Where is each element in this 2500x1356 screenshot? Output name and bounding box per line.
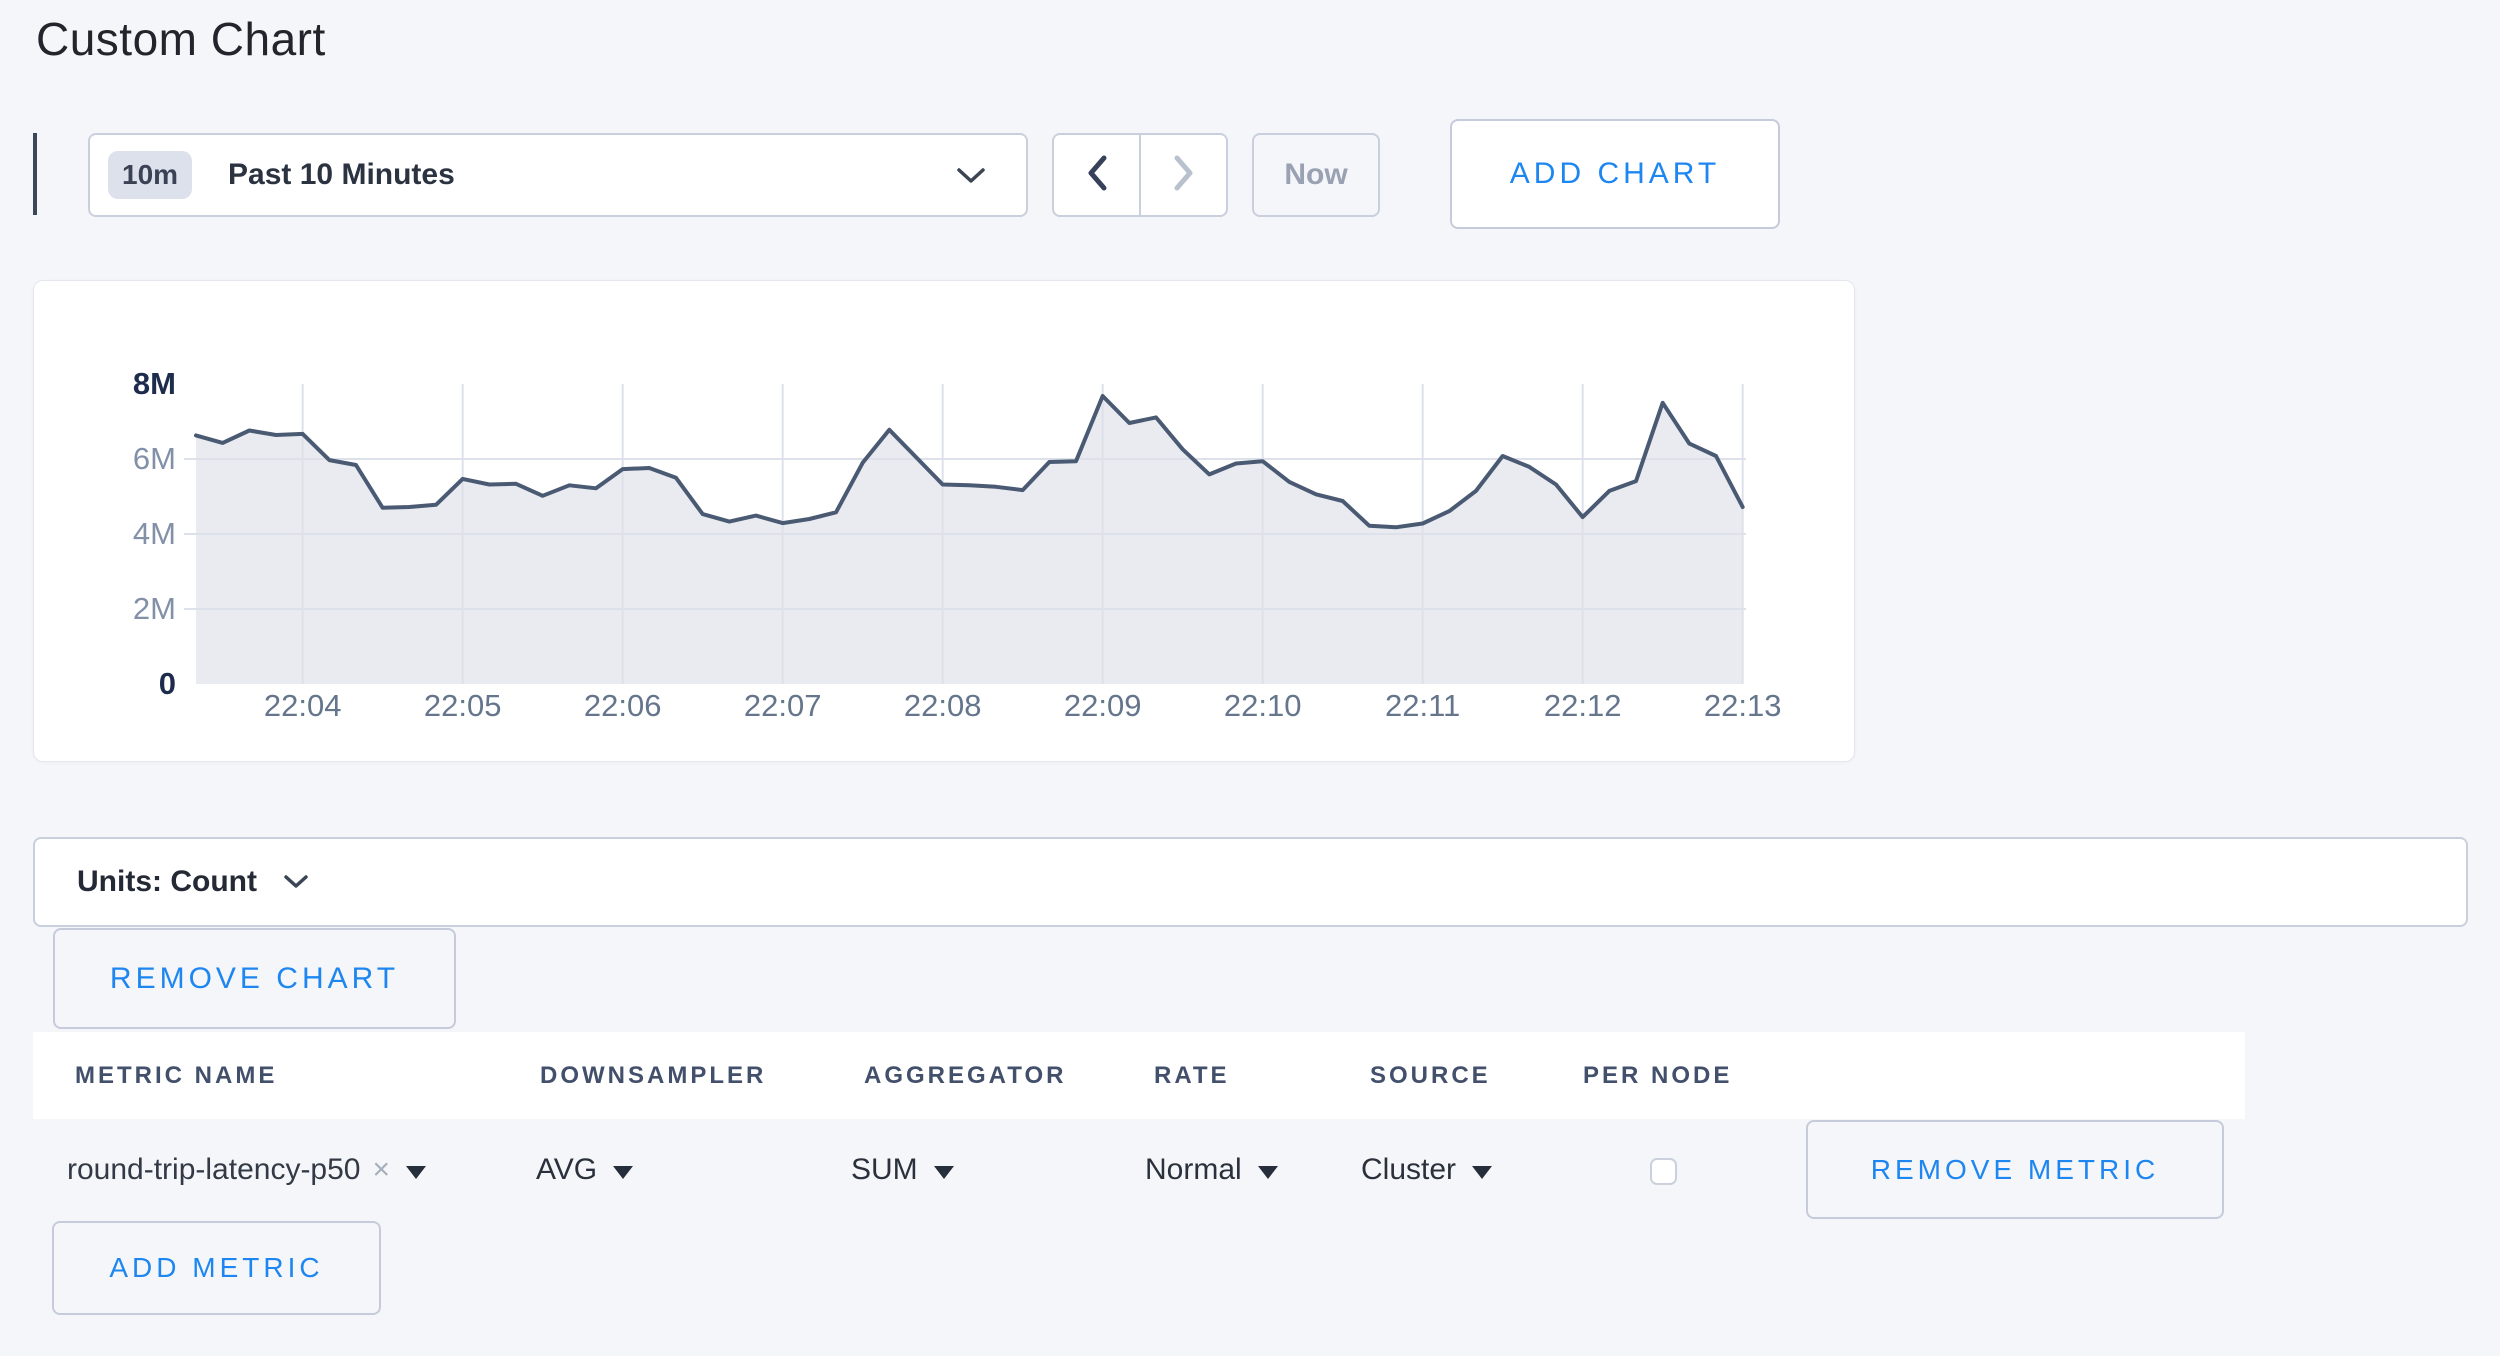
rate-select[interactable]: Normal [1145, 1153, 1278, 1187]
svg-text:2M: 2M [133, 591, 176, 626]
add-chart-button[interactable]: ADD CHART [1450, 119, 1780, 229]
caret-down-icon [1472, 1165, 1493, 1179]
downsampler-select[interactable]: AVG [536, 1153, 634, 1187]
chevron-left-icon [1085, 154, 1109, 197]
time-nav-group [1052, 133, 1228, 217]
time-range-dropdown[interactable]: 10m Past 10 Minutes [88, 133, 1028, 217]
col-aggregator: AGGREGATOR [864, 1061, 1067, 1089]
col-downsampler: DOWNSAMPLER [540, 1061, 767, 1089]
col-rate: RATE [1154, 1061, 1230, 1089]
add-metric-button[interactable]: ADD METRIC [52, 1221, 381, 1315]
metrics-table-header: METRIC NAME DOWNSAMPLER AGGREGATOR RATE … [33, 1032, 2245, 1119]
chart-line [194, 394, 1745, 530]
chevron-down-icon [283, 874, 309, 895]
remove-metric-button[interactable]: REMOVE METRIC [1806, 1120, 2224, 1219]
col-metric-name: METRIC NAME [75, 1061, 278, 1089]
svg-text:8M: 8M [133, 366, 176, 401]
caret-down-icon [613, 1165, 634, 1179]
downsampler-value: AVG [536, 1153, 598, 1186]
next-time-button[interactable] [1139, 135, 1226, 215]
remove-tag-icon[interactable]: × [372, 1153, 391, 1186]
source-select[interactable]: Cluster [1361, 1153, 1493, 1187]
per-node-checkbox[interactable] [1650, 1158, 1677, 1185]
caret-down-icon [933, 1165, 954, 1179]
units-dropdown[interactable]: Units: Count [33, 837, 2468, 927]
svg-text:22:06: 22:06 [584, 688, 662, 723]
svg-text:22:10: 22:10 [1224, 688, 1302, 723]
page-title: Custom Chart [36, 13, 326, 65]
prev-time-button[interactable] [1054, 135, 1139, 215]
metric-name-value: round-trip-latency-p50 [67, 1153, 361, 1186]
caret-down-icon [1257, 1165, 1278, 1179]
svg-text:22:07: 22:07 [744, 688, 822, 723]
time-range-badge: 10m [108, 151, 193, 199]
svg-text:22:04: 22:04 [264, 688, 342, 723]
svg-text:22:11: 22:11 [1385, 688, 1460, 723]
col-source: SOURCE [1370, 1061, 1491, 1089]
source-value: Cluster [1361, 1153, 1457, 1186]
now-button[interactable]: Now [1252, 133, 1380, 217]
svg-text:0: 0 [159, 666, 176, 701]
svg-text:22:05: 22:05 [424, 688, 502, 723]
timeseries-chart[interactable]: 0 2M 4M 6M 8M 22:04 22:05 22:06 22:07 22:08 22:09 2… [34, 281, 1854, 761]
remove-chart-button[interactable]: REMOVE CHART [53, 928, 456, 1029]
col-per-node: PER NODE [1583, 1061, 1733, 1089]
chevron-down-icon [956, 167, 986, 190]
rate-value: Normal [1145, 1153, 1242, 1186]
svg-text:22:09: 22:09 [1064, 688, 1142, 723]
chart-area-fill [196, 396, 1743, 684]
metric-name-select[interactable]: round-trip-latency-p50 × [67, 1153, 427, 1187]
svg-text:4M: 4M [133, 516, 176, 551]
time-range-label: Past 10 Minutes [228, 158, 455, 191]
caret-down-icon [406, 1165, 427, 1179]
accent-divider [33, 133, 37, 215]
chart-card: 0 2M 4M 6M 8M 22:04 22:05 22:06 22:07 22:08 22:09 2… [33, 280, 1855, 762]
aggregator-value: SUM [851, 1153, 918, 1186]
units-label: Units: Count [77, 865, 257, 898]
chevron-right-icon [1172, 154, 1196, 197]
svg-text:22:12: 22:12 [1544, 688, 1622, 723]
svg-text:22:08: 22:08 [904, 688, 982, 723]
svg-text:22:13: 22:13 [1704, 688, 1782, 723]
aggregator-select[interactable]: SUM [851, 1153, 954, 1187]
svg-text:6M: 6M [133, 441, 176, 476]
